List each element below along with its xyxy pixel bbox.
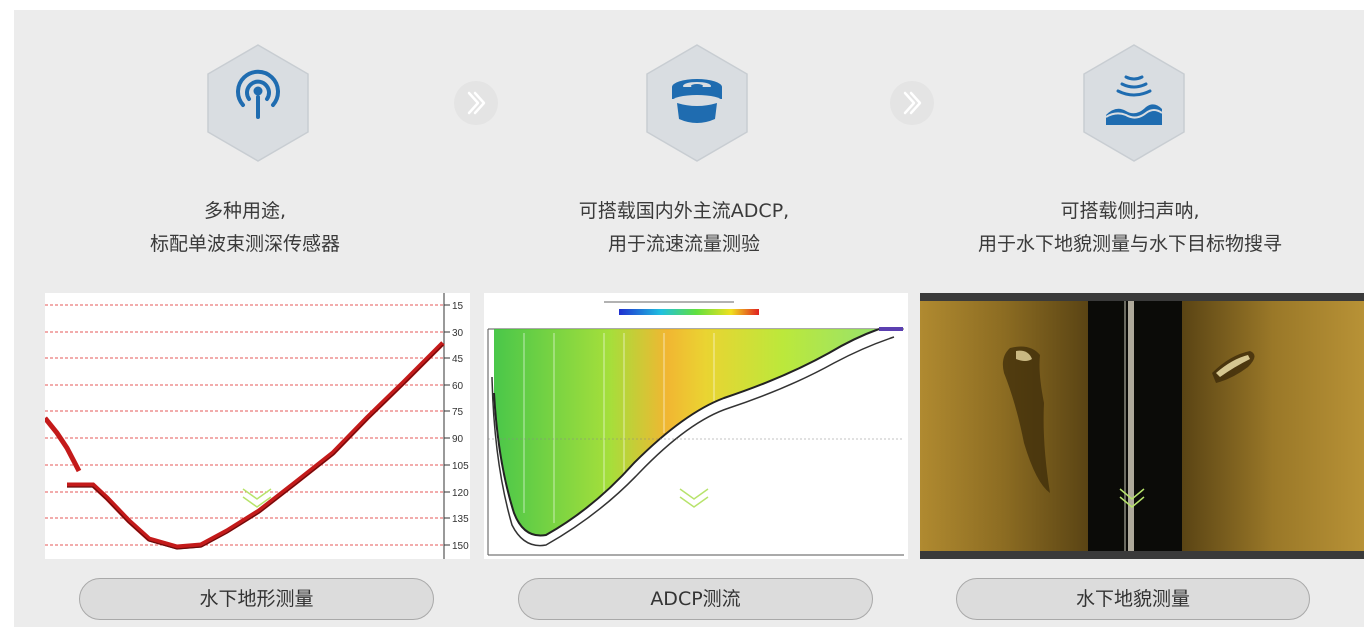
feature-side-scan: 可搭载侧扫声呐, 用于水下地貌测量与水下目标物搜寻: [920, 10, 1340, 627]
bathymetry-profile-image: 15 30 45 60 75 90 105 120 135 150: [45, 293, 470, 559]
depth-tick-label: 75: [452, 407, 464, 418]
caption-line: 可搭载国内外主流ADCP,: [578, 200, 790, 222]
depth-tick-label: 135: [452, 514, 469, 525]
sonar-wave-icon: [1083, 44, 1185, 162]
features-panel: 多种用途, 标配单波束测深传感器 可搭载国内外主流ADCP, 用于流速: [14, 10, 1364, 627]
double-chevron-right-icon: [903, 91, 922, 115]
depth-tick-label: 120: [452, 488, 469, 499]
next-step-arrow: [454, 81, 498, 125]
feature-caption: 可搭载侧扫声呐, 用于水下地貌测量与水下目标物搜寻: [920, 195, 1340, 261]
depth-tick-label: 15: [452, 301, 464, 312]
feature-caption: 可搭载国内外主流ADCP, 用于流速流量测验: [484, 195, 884, 261]
depth-tick-label: 30: [452, 328, 464, 339]
depth-tick-label: 150: [452, 541, 469, 552]
caption-line: 用于水下地貌测量与水下目标物搜寻: [977, 233, 1282, 255]
depth-tick-label: 60: [452, 381, 464, 392]
side-scan-sonar-image: [920, 293, 1364, 559]
depth-tick-label: 90: [452, 434, 464, 445]
label-adcp[interactable]: ADCP测流: [518, 578, 873, 620]
caption-line: 用于流速流量测验: [607, 233, 760, 255]
double-chevron-right-icon: [467, 91, 486, 115]
adcp-flow-image: 500 400 300 200 100 0: [484, 293, 908, 559]
caption-line: 可搭载侧扫声呐,: [1060, 200, 1200, 222]
next-step-arrow: [890, 81, 934, 125]
hexagon-badge: [645, 43, 749, 163]
transducer-icon: [646, 44, 748, 162]
caption-line: 多种用途,: [203, 200, 287, 222]
label-side-scan[interactable]: 水下地貌测量: [956, 578, 1310, 620]
feature-caption: 多种用途, 标配单波束测深传感器: [45, 195, 445, 261]
label-bathymetry[interactable]: 水下地形测量: [79, 578, 434, 620]
depth-tick-label: 45: [452, 354, 464, 365]
depth-tick-label: 105: [452, 461, 469, 472]
feature-bathymetry: 多种用途, 标配单波束测深传感器: [45, 10, 445, 627]
hexagon-badge: [1082, 43, 1186, 163]
antenna-icon: [207, 44, 309, 162]
caption-line: 标配单波束测深传感器: [149, 233, 340, 255]
feature-adcp: 可搭载国内外主流ADCP, 用于流速流量测验: [484, 10, 884, 627]
hexagon-badge: [206, 43, 310, 163]
